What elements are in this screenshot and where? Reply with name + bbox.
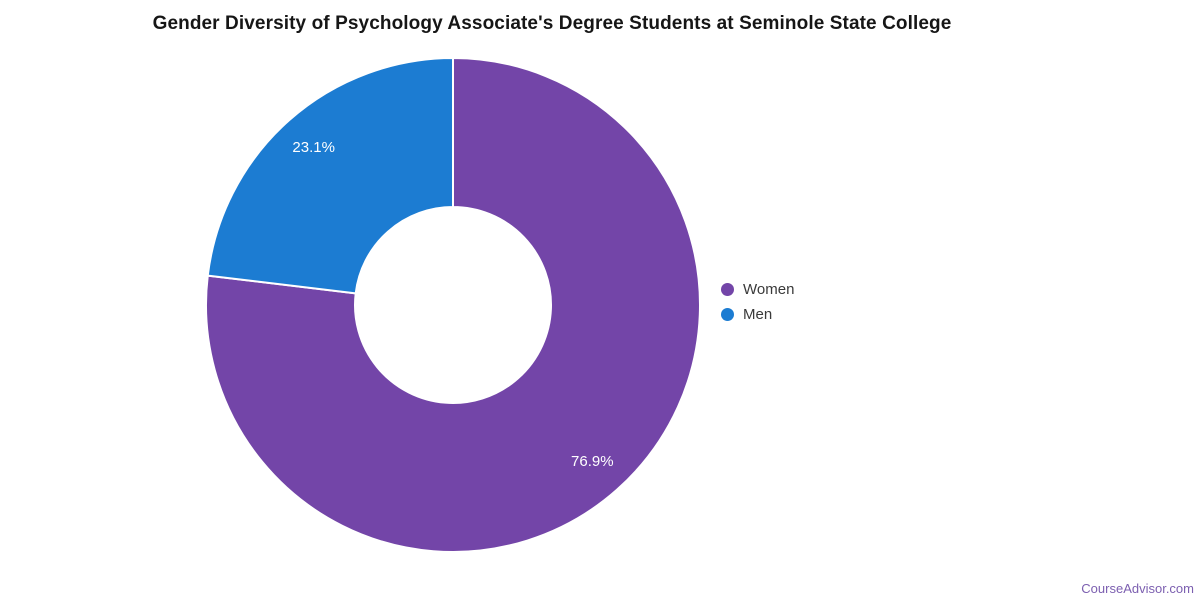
legend-marker-men-icon [721,308,734,321]
brand-link[interactable]: CourseAdvisor.com [1081,581,1194,596]
legend-label-men: Men [743,306,773,323]
slice-value-label-men: 23.1% [292,139,335,156]
legend-item-men[interactable]: Men [721,302,794,327]
pie-slice-men[interactable] [206,57,454,295]
legend: Women Men [721,277,794,327]
slice-value-label-women: 76.9% [571,453,614,470]
pie-slice-women[interactable] [205,57,701,553]
legend-item-women[interactable]: Women [721,277,794,302]
legend-label-women: Women [743,281,795,298]
chart-title: Gender Diversity of Psychology Associate… [152,13,952,34]
legend-marker-women-icon [721,283,734,296]
